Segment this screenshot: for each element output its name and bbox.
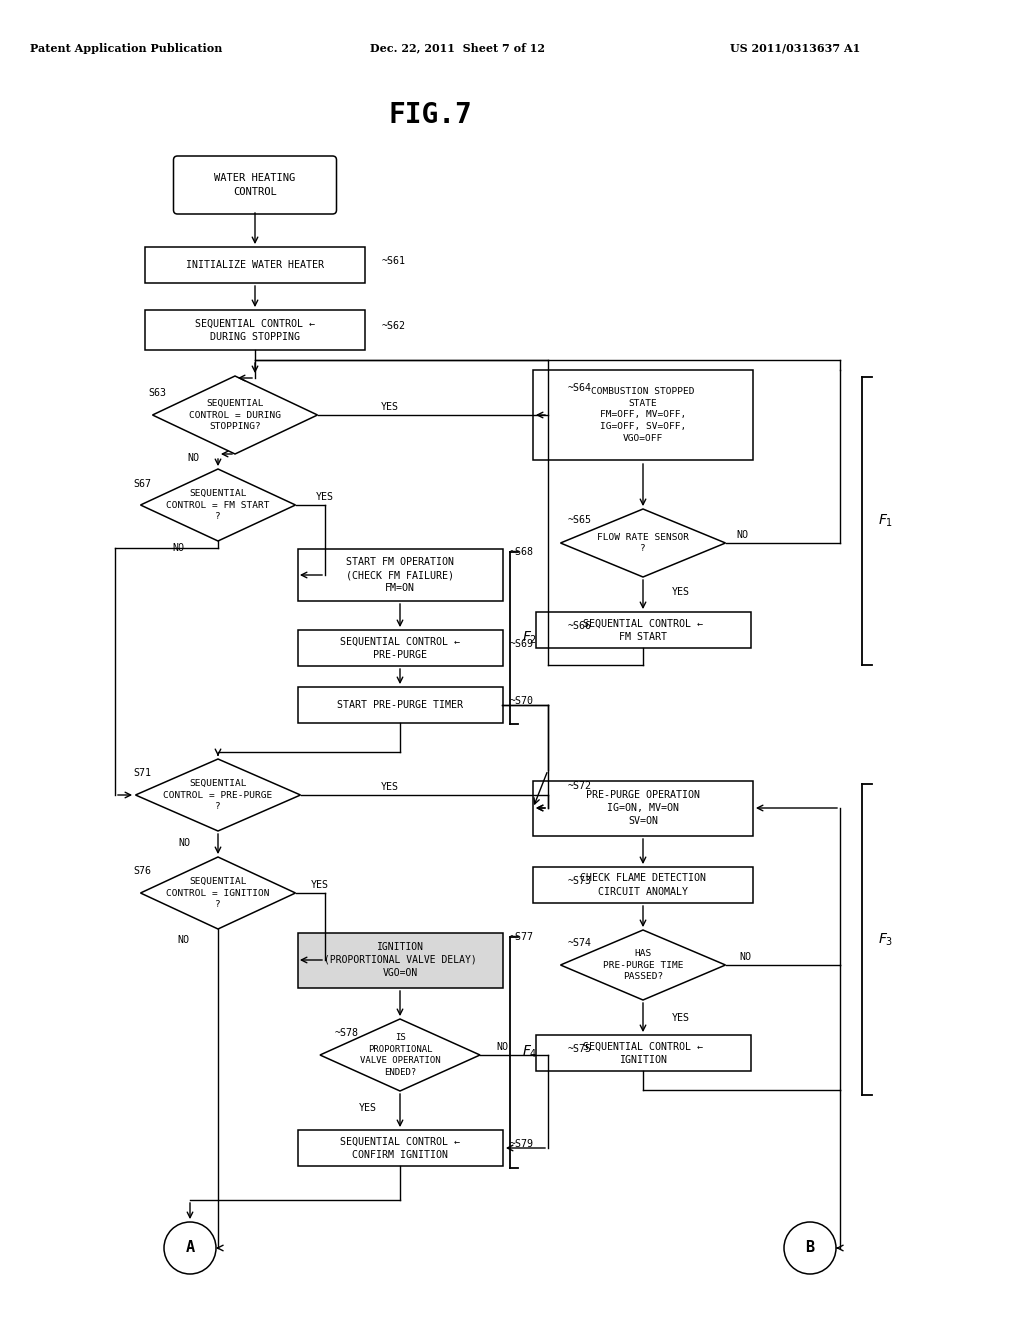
- Text: YES: YES: [381, 781, 399, 792]
- Text: ~S64: ~S64: [568, 383, 592, 393]
- Text: NO: NO: [187, 453, 199, 463]
- Bar: [298, 630, 503, 667]
- Text: SEQUENTIAL
CONTROL = IGNITION
?: SEQUENTIAL CONTROL = IGNITION ?: [166, 876, 269, 909]
- Bar: [145, 310, 365, 350]
- Text: SEQUENTIAL
CONTROL = FM START
?: SEQUENTIAL CONTROL = FM START ?: [166, 488, 269, 521]
- Text: ~S70: ~S70: [510, 696, 534, 706]
- Text: $F_1$: $F_1$: [879, 512, 894, 529]
- Text: US 2011/0313637 A1: US 2011/0313637 A1: [730, 42, 860, 54]
- Polygon shape: [153, 376, 317, 454]
- Text: SEQUENTIAL CONTROL ←
DURING STOPPING: SEQUENTIAL CONTROL ← DURING STOPPING: [195, 318, 315, 342]
- Polygon shape: [135, 759, 300, 832]
- Text: YES: YES: [316, 492, 334, 502]
- Text: YES: YES: [381, 403, 399, 412]
- Text: NO: NO: [172, 543, 184, 553]
- Text: ~S75: ~S75: [568, 1044, 592, 1053]
- Text: A: A: [185, 1241, 195, 1255]
- Text: S67: S67: [133, 479, 151, 488]
- Text: B: B: [806, 1241, 814, 1255]
- Text: INITIALIZE WATER HEATER: INITIALIZE WATER HEATER: [186, 260, 324, 271]
- Text: SEQUENTIAL CONTROL ←
FM START: SEQUENTIAL CONTROL ← FM START: [583, 618, 703, 642]
- Text: YES: YES: [672, 587, 690, 597]
- Polygon shape: [319, 1019, 480, 1092]
- Text: Dec. 22, 2011  Sheet 7 of 12: Dec. 22, 2011 Sheet 7 of 12: [370, 42, 545, 54]
- Text: S76: S76: [133, 866, 151, 876]
- Text: WATER HEATING
CONTROL: WATER HEATING CONTROL: [214, 173, 296, 197]
- Text: ~S65: ~S65: [568, 515, 592, 525]
- Circle shape: [164, 1222, 216, 1274]
- Text: FIG.7: FIG.7: [388, 102, 472, 129]
- Bar: [536, 1035, 751, 1071]
- Text: SEQUENTIAL CONTROL ←
PRE-PURGE: SEQUENTIAL CONTROL ← PRE-PURGE: [340, 636, 460, 660]
- Text: SEQUENTIAL CONTROL ←
IGNITION: SEQUENTIAL CONTROL ← IGNITION: [583, 1041, 703, 1065]
- Text: START FM OPERATION
(CHECK FM FAILURE)
FM=ON: START FM OPERATION (CHECK FM FAILURE) FM…: [346, 557, 454, 593]
- Polygon shape: [560, 510, 725, 577]
- Polygon shape: [140, 469, 296, 541]
- Text: NO: NO: [177, 935, 189, 945]
- Text: ~S77: ~S77: [510, 932, 534, 942]
- Text: $F_3$: $F_3$: [879, 932, 894, 948]
- Bar: [534, 780, 753, 836]
- Text: NO: NO: [736, 531, 748, 540]
- FancyBboxPatch shape: [173, 156, 337, 214]
- Text: YES: YES: [311, 880, 329, 890]
- Text: ~S73: ~S73: [568, 876, 592, 886]
- Bar: [534, 867, 753, 903]
- Bar: [536, 612, 751, 648]
- Text: ~S69: ~S69: [510, 639, 534, 649]
- Bar: [298, 1130, 503, 1166]
- Text: ~S78: ~S78: [335, 1028, 359, 1038]
- Bar: [298, 686, 503, 723]
- Text: $F_4$: $F_4$: [522, 1044, 538, 1060]
- Text: S71: S71: [133, 768, 151, 777]
- Bar: [534, 370, 753, 459]
- Text: NO: NO: [178, 838, 190, 847]
- Text: COMBUSTION STOPPED
STATE
FM=OFF, MV=OFF,
IG=OFF, SV=OFF,
VGO=OFF: COMBUSTION STOPPED STATE FM=OFF, MV=OFF,…: [591, 387, 694, 444]
- Text: ~S61: ~S61: [382, 256, 406, 267]
- Bar: [145, 247, 365, 282]
- Polygon shape: [140, 857, 296, 929]
- Text: SEQUENTIAL CONTROL ←
CONFIRM IGNITION: SEQUENTIAL CONTROL ← CONFIRM IGNITION: [340, 1137, 460, 1159]
- Text: FLOW RATE SENSOR
?: FLOW RATE SENSOR ?: [597, 532, 689, 553]
- Text: S63: S63: [148, 388, 166, 399]
- Text: ~S66: ~S66: [568, 620, 592, 631]
- Text: START PRE-PURGE TIMER: START PRE-PURGE TIMER: [337, 700, 463, 710]
- Text: IGNITION
(PROPORTIONAL VALVE DELAY)
VGO=ON: IGNITION (PROPORTIONAL VALVE DELAY) VGO=…: [324, 941, 476, 978]
- Text: YES: YES: [672, 1012, 690, 1023]
- Text: SEQUENTIAL
CONTROL = PRE-PURGE
?: SEQUENTIAL CONTROL = PRE-PURGE ?: [164, 779, 272, 812]
- Text: PRE-PURGE OPERATION
IG=ON, MV=ON
SV=ON: PRE-PURGE OPERATION IG=ON, MV=ON SV=ON: [586, 789, 700, 826]
- Text: HAS
PRE-PURGE TIME
PASSED?: HAS PRE-PURGE TIME PASSED?: [603, 949, 683, 981]
- Text: ~S62: ~S62: [382, 321, 406, 331]
- Polygon shape: [560, 931, 725, 1001]
- Circle shape: [784, 1222, 836, 1274]
- Text: IS
PROPORTIONAL
VALVE OPERATION
ENDED?: IS PROPORTIONAL VALVE OPERATION ENDED?: [359, 1032, 440, 1077]
- Text: ~S79: ~S79: [510, 1139, 534, 1148]
- Text: CHECK FLAME DETECTION
CIRCUIT ANOMALY: CHECK FLAME DETECTION CIRCUIT ANOMALY: [580, 874, 706, 896]
- Text: $F_2$: $F_2$: [522, 630, 538, 647]
- Bar: [298, 932, 503, 987]
- Text: NO: NO: [496, 1041, 508, 1052]
- Bar: [298, 549, 503, 601]
- Text: NO: NO: [739, 952, 751, 962]
- Text: ~S74: ~S74: [568, 939, 592, 948]
- Text: YES: YES: [359, 1104, 377, 1113]
- Text: ~S68: ~S68: [510, 546, 534, 557]
- Text: Patent Application Publication: Patent Application Publication: [30, 42, 222, 54]
- Text: ~S72: ~S72: [568, 781, 592, 791]
- Text: SEQUENTIAL
CONTROL = DURING
STOPPING?: SEQUENTIAL CONTROL = DURING STOPPING?: [189, 399, 281, 432]
